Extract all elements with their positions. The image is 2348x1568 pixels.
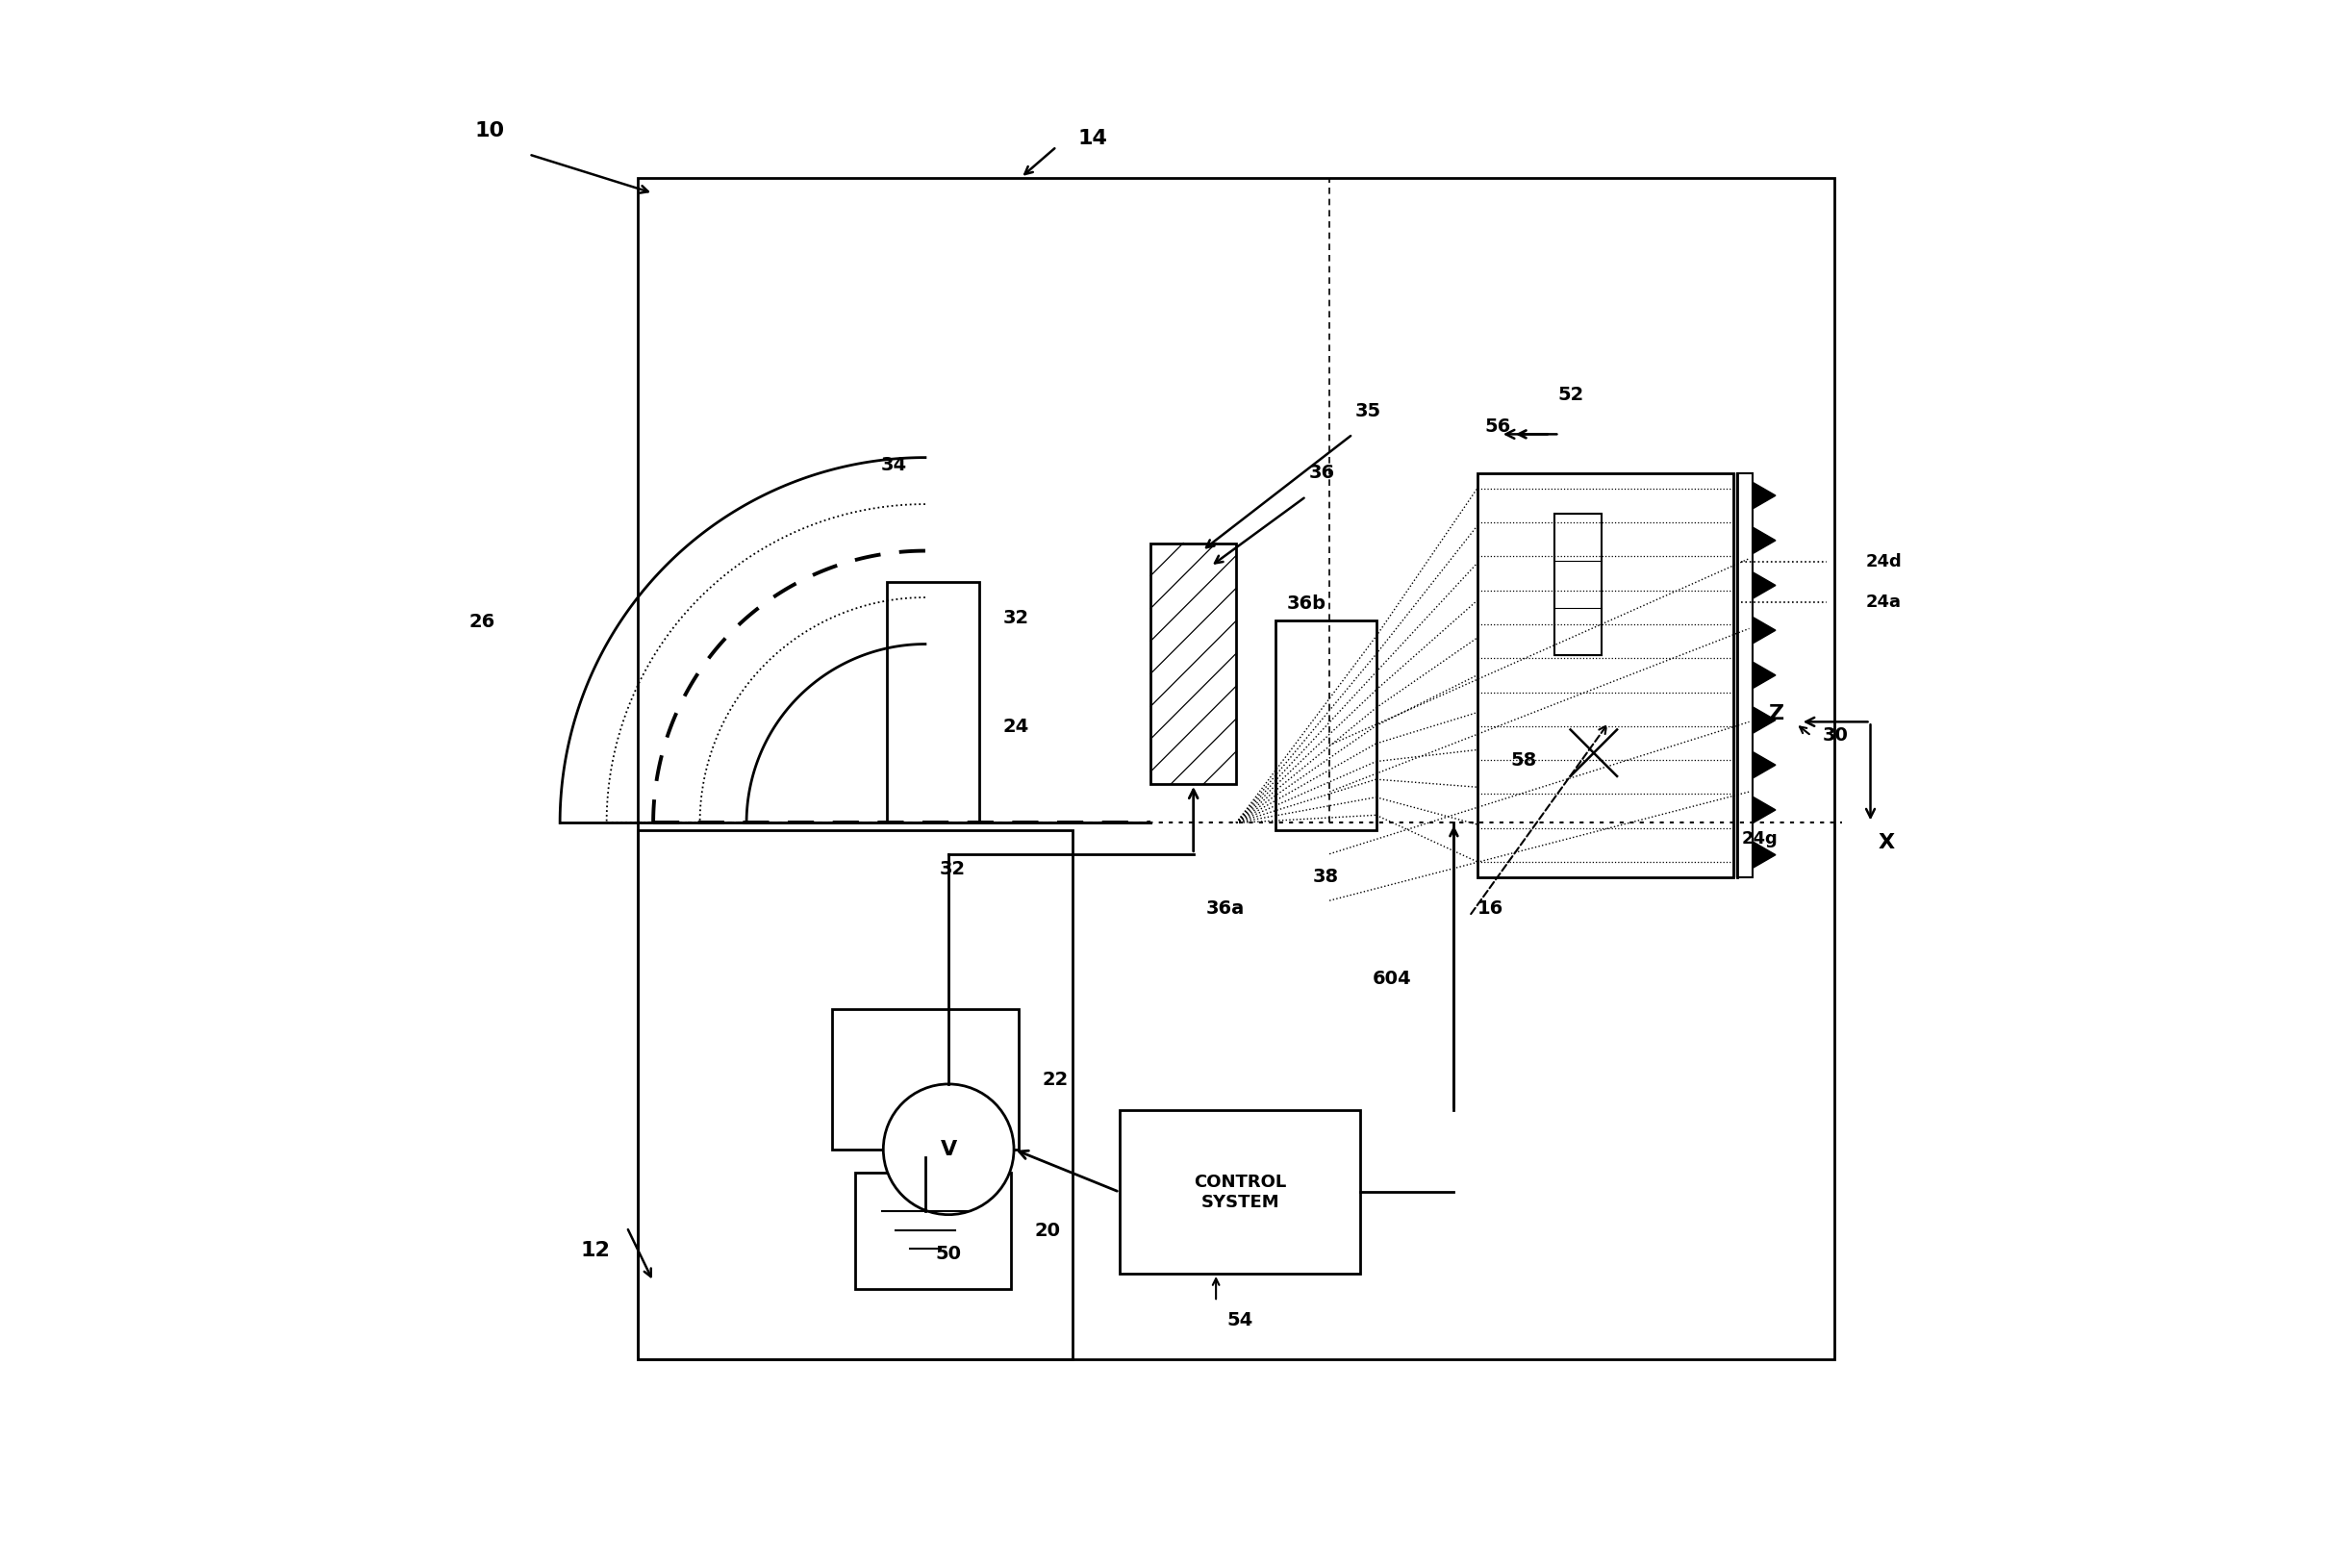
Polygon shape (1738, 652, 1775, 698)
Bar (1120, 1110, 1359, 1273)
Bar (1738, 474, 1752, 877)
Polygon shape (1738, 474, 1775, 517)
Bar (639, 177, 1834, 1359)
Bar (639, 831, 1073, 1359)
Text: 24a: 24a (1867, 594, 1902, 612)
Text: V: V (939, 1140, 958, 1159)
Text: 34: 34 (880, 456, 906, 475)
Polygon shape (1738, 698, 1775, 743)
Text: CONTROL
SYSTEM: CONTROL SYSTEM (1193, 1173, 1287, 1210)
Circle shape (883, 1083, 1014, 1215)
Text: 24g: 24g (1742, 829, 1777, 847)
Text: 50: 50 (935, 1245, 963, 1262)
Text: 32: 32 (939, 861, 965, 878)
Text: 16: 16 (1477, 898, 1503, 917)
Text: 604: 604 (1371, 969, 1411, 988)
Text: Z: Z (1770, 704, 1784, 724)
Text: 14: 14 (1078, 129, 1108, 149)
Text: X: X (1878, 834, 1895, 853)
Bar (1477, 474, 1733, 877)
Text: 22: 22 (1043, 1071, 1068, 1088)
Text: 26: 26 (470, 613, 495, 630)
Polygon shape (1738, 608, 1775, 652)
Text: 36: 36 (1308, 464, 1334, 483)
Polygon shape (1738, 833, 1775, 877)
Polygon shape (1738, 743, 1775, 787)
Polygon shape (1738, 517, 1775, 563)
Bar (888, 582, 979, 823)
Bar (855, 1173, 1010, 1289)
Bar (1275, 621, 1376, 831)
Text: 38: 38 (1313, 869, 1338, 886)
Text: 24d: 24d (1867, 554, 1902, 571)
Text: 54: 54 (1228, 1311, 1254, 1330)
Text: 58: 58 (1510, 751, 1538, 770)
Text: 12: 12 (580, 1240, 610, 1261)
Text: 56: 56 (1484, 417, 1512, 436)
Text: 35: 35 (1355, 401, 1381, 420)
Text: 36a: 36a (1207, 898, 1244, 917)
Text: 24: 24 (1003, 717, 1028, 735)
Text: 30: 30 (1822, 726, 1848, 745)
Text: 20: 20 (1033, 1221, 1059, 1240)
Text: 36b: 36b (1287, 594, 1327, 613)
Bar (1151, 543, 1235, 784)
Text: 10: 10 (474, 121, 505, 141)
Polygon shape (1738, 563, 1775, 608)
Text: 52: 52 (1557, 386, 1583, 405)
Polygon shape (1738, 787, 1775, 833)
Bar (1554, 513, 1601, 655)
Text: 32: 32 (1003, 608, 1028, 627)
Bar (831, 1010, 1019, 1149)
